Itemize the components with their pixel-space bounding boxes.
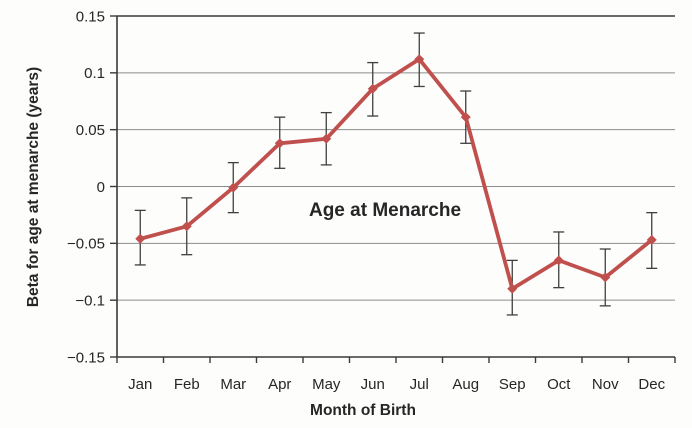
x-tick-label-feb: Feb <box>174 376 200 393</box>
y-tick-label: −0.05 <box>67 236 105 253</box>
y-tick-label: 0.05 <box>76 122 105 139</box>
data-line <box>139 56 653 292</box>
x-tick-label-oct: Oct <box>547 376 571 393</box>
marker-apr <box>274 138 285 149</box>
y-tick-labels: 0.15 0.1 0.05 0 −0.05 −0.1 −0.15 <box>67 8 105 366</box>
marker-dec <box>646 234 657 245</box>
y-tick-label: 0 <box>97 179 105 196</box>
x-axis-title: Month of Birth <box>310 402 416 419</box>
y-tick-label: −0.1 <box>75 292 105 309</box>
markers <box>135 54 657 294</box>
x-tick-label-sep: Sep <box>499 376 526 393</box>
x-tick-labels: Jan Feb Mar Apr May Jun Jul Aug Sep Oct Nov Dec <box>128 376 665 393</box>
y-tick-label: 0.15 <box>76 8 105 25</box>
marker-feb <box>181 221 192 232</box>
x-tick-label-may: May <box>312 376 341 393</box>
y-axis-title: Beta for age at menarche (years) <box>25 67 42 307</box>
marker-jul <box>414 54 425 65</box>
x-tick-label-jan: Jan <box>128 376 152 393</box>
x-tick-label-apr: Apr <box>268 376 291 393</box>
y-tick-label: 0.1 <box>84 65 105 82</box>
y-tick-label: −0.15 <box>67 349 105 366</box>
annotation-label: Age at Menarche <box>309 200 461 221</box>
x-tick-label-mar: Mar <box>220 376 246 393</box>
marker-mar <box>228 182 239 193</box>
x-tick-label-nov: Nov <box>592 376 619 393</box>
marker-sep <box>507 283 518 294</box>
gridlines <box>117 15 675 301</box>
marker-aug <box>460 112 471 123</box>
axis-ticks <box>110 15 676 363</box>
x-tick-label-aug: Aug <box>452 376 479 393</box>
marker-oct <box>553 255 564 266</box>
marker-may <box>321 133 332 144</box>
marker-nov <box>600 272 611 283</box>
marker-jun <box>367 83 378 94</box>
x-tick-label-jul: Jul <box>410 376 429 393</box>
marker-jan <box>135 233 146 244</box>
x-tick-label-dec: Dec <box>638 376 665 393</box>
x-tick-label-jun: Jun <box>361 376 385 393</box>
